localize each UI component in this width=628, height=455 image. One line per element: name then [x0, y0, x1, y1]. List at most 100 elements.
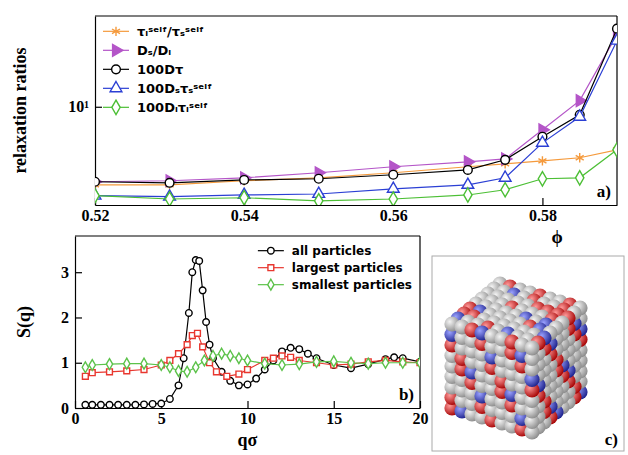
legend-label: largest particles: [292, 261, 403, 275]
series-marker: [576, 171, 584, 185]
legend-label: all particles: [292, 244, 371, 258]
series-marker: [502, 153, 512, 165]
series-marker: [389, 170, 398, 179]
legend-marker: [112, 27, 120, 36]
series-line: [85, 354, 420, 372]
x-axis-line: [96, 205, 618, 206]
legend-label: 100Dₗτₗˢᵉˡᶠ: [137, 100, 208, 115]
series-marker: [132, 402, 139, 408]
series-marker: [262, 358, 268, 369]
series-marker: [400, 357, 406, 368]
x-axis: 05101520: [72, 401, 429, 427]
y-axis-title: S(q): [14, 306, 35, 338]
series-marker: [227, 351, 233, 362]
y-axis-line: [75, 237, 76, 409]
legend-marker: [110, 82, 122, 92]
y-axis: 0123: [61, 237, 82, 417]
series-marker: [166, 175, 176, 187]
y-axis-tick: 2: [61, 309, 82, 326]
series-marker: [167, 396, 174, 403]
series-marker: [305, 350, 312, 357]
series-marker: [98, 402, 105, 408]
series-line: [95, 41, 617, 197]
series-marker: [95, 177, 99, 186]
frame-top: [75, 235, 420, 236]
series-marker: [391, 354, 398, 361]
series-marker: [240, 176, 249, 185]
series-marker: [538, 172, 546, 186]
series-marker: [186, 310, 193, 317]
frame-top: [95, 15, 617, 16]
series-marker: [82, 362, 88, 373]
plot-area: [95, 24, 617, 205]
panel-1: 051015200123qσS(q)all particleslargest p…: [14, 236, 429, 450]
y-axis-tick-label: 2: [61, 309, 69, 326]
series-marker: [499, 171, 511, 181]
series-marker: [365, 358, 371, 369]
series-marker: [296, 359, 302, 370]
legend-entry: Dₛ/Dₗ: [103, 43, 171, 58]
legend-marker: [112, 65, 121, 74]
y-axis-tick-mark: [95, 107, 102, 108]
panel-0: 0.520.540.560.5810¹ϕrelaxation ratiosτₗˢ…: [10, 16, 624, 247]
series-marker: [240, 176, 248, 185]
series-marker: [165, 192, 173, 205]
y-axis-tick-mark: [75, 272, 82, 273]
legend-entry: 100Dτ: [103, 62, 183, 77]
series-marker: [464, 188, 472, 202]
series-marker: [576, 153, 584, 162]
x-axis-title: qσ: [238, 430, 258, 450]
series-marker: [287, 345, 294, 352]
series-marker: [236, 371, 242, 377]
series-marker: [189, 269, 196, 276]
series-line: [95, 35, 617, 182]
x-axis-tick: 5: [158, 401, 166, 427]
legend-entry: 100Dₗτₗˢᵉˡᶠ: [103, 100, 208, 115]
series-marker: [314, 174, 323, 183]
series-marker: [175, 382, 182, 389]
legend-entry: smallest particles: [258, 278, 412, 292]
series-marker: [244, 381, 251, 388]
series-marker: [574, 110, 586, 120]
x-axis-tick-label: 0.56: [380, 207, 408, 224]
series-marker: [95, 189, 99, 203]
x-axis-tick-mark: [334, 401, 335, 408]
y-axis-tick: 3: [61, 264, 82, 281]
x-axis-tick-label: 20: [413, 410, 429, 427]
series-marker: [463, 166, 472, 175]
series-marker: [195, 330, 201, 336]
legend-marker: [112, 100, 120, 114]
series-marker: [537, 136, 549, 146]
series-marker: [123, 402, 130, 408]
series-marker: [244, 355, 250, 366]
legend-label: 100Dₛτₛˢᵉˡᶠ: [137, 81, 212, 96]
series-marker: [279, 353, 285, 359]
series-marker: [241, 172, 251, 184]
series-marker: [141, 401, 148, 408]
series-marker: [245, 367, 251, 373]
legend-marker: [113, 44, 123, 56]
series-marker: [613, 24, 617, 33]
series-marker: [165, 178, 174, 187]
series-marker: [203, 319, 210, 326]
x-axis-tick-label: 0.54: [231, 207, 259, 224]
legend: all particles largest particles smallest p…: [258, 244, 412, 292]
x-axis-tick-label: 0: [72, 410, 80, 427]
series-marker: [270, 355, 276, 361]
y-axis-tick: 1: [61, 354, 82, 371]
series-marker: [176, 351, 182, 357]
series-marker: [348, 357, 354, 368]
series-marker: [417, 357, 420, 368]
series-marker: [106, 402, 113, 408]
series-marker: [210, 351, 216, 362]
series-marker: [218, 348, 224, 359]
y-axis-tick-label: 1: [61, 354, 69, 371]
legend-entry: 100Dₛτₛˢᵉˡᶠ: [103, 81, 212, 96]
series-marker: [613, 143, 617, 157]
series-marker: [175, 365, 181, 376]
x-axis-tick: 20: [413, 401, 429, 427]
y-axis-title: relaxation ratios: [10, 47, 30, 173]
series-marker: [389, 192, 397, 205]
frame-right: [419, 236, 420, 408]
series-marker: [89, 402, 96, 408]
